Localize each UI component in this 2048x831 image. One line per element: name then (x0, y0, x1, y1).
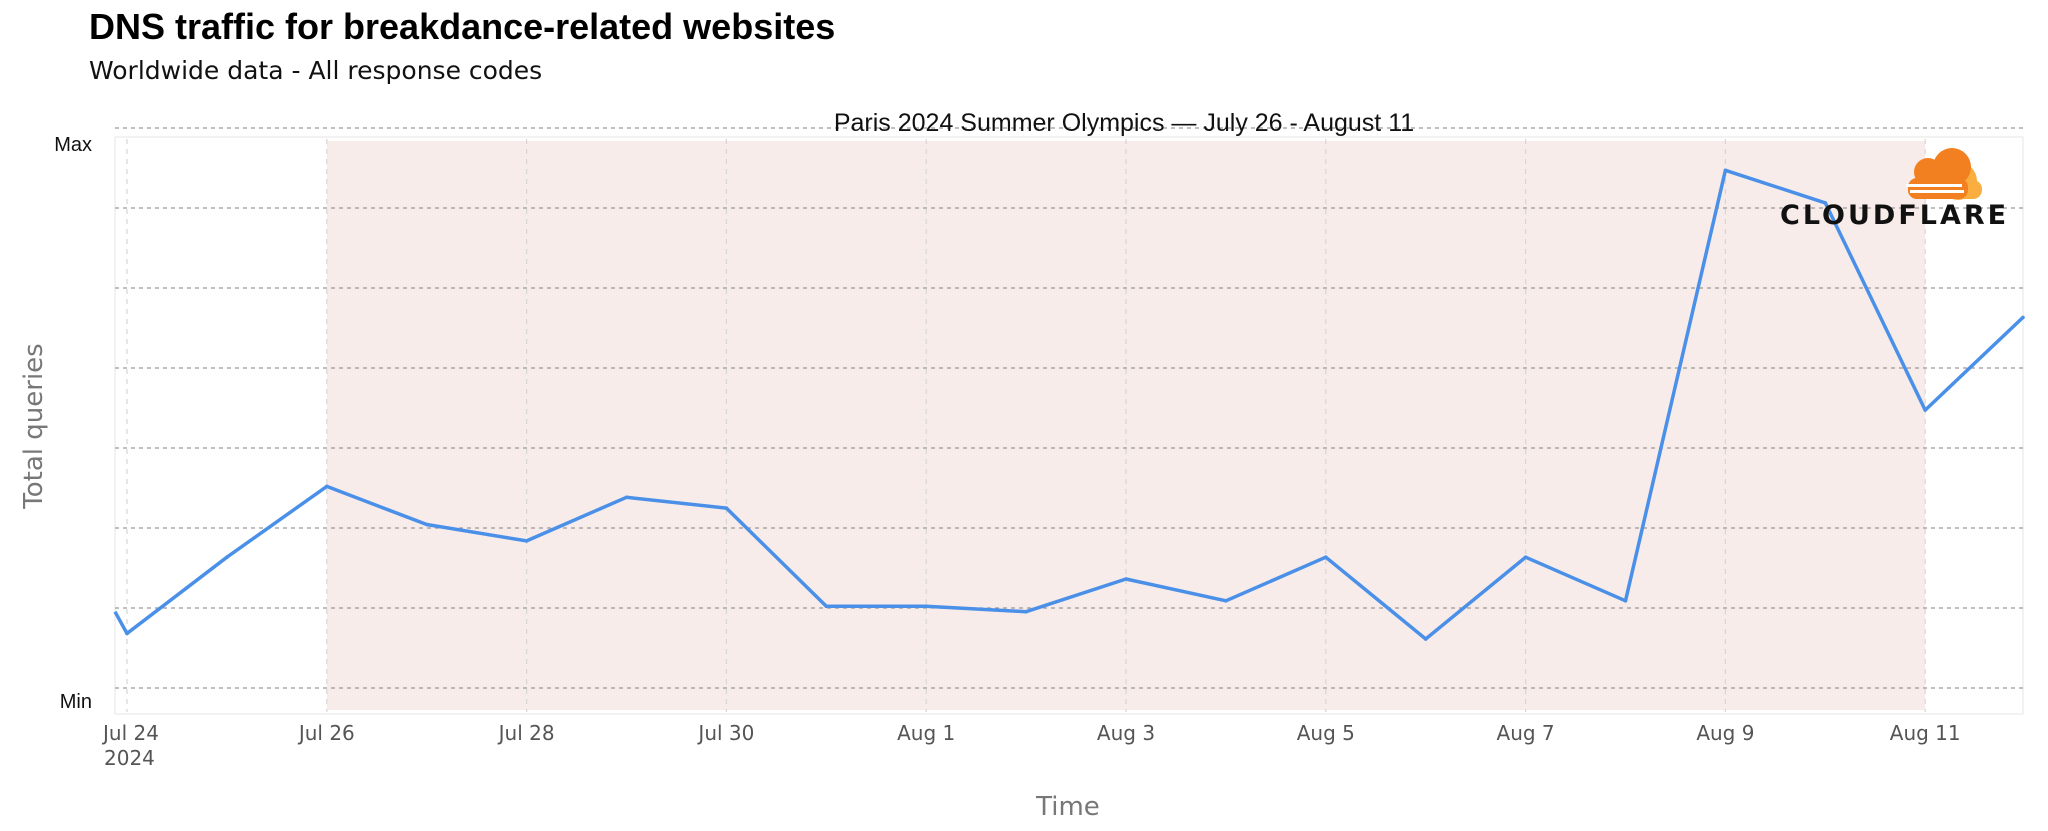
x-tick-label: Jul 24 (101, 721, 159, 745)
cloud-icon (1906, 148, 1982, 200)
data-point (624, 495, 629, 500)
x-tick-label: Jul 28 (497, 721, 555, 745)
x-tick-label: Aug 5 (1297, 721, 1355, 745)
data-point (1224, 599, 1228, 603)
x-tick-labels: Jul 24 Jul 26 Jul 28 Jul 30 Aug 1 Aug 3 Aug 5 A… (101, 721, 1961, 745)
x-tick-label: Aug 9 (1696, 721, 1754, 745)
y-axis-title: Total queries (19, 343, 49, 509)
data-point (1124, 577, 1128, 581)
data-point (1523, 555, 1528, 559)
data-point (424, 522, 429, 527)
y-min-label: Min (60, 691, 92, 713)
data-point (924, 604, 928, 609)
data-point (1324, 555, 1328, 559)
chart-title: DNS traffic for breakdance-related websi… (89, 6, 836, 47)
x-tick-label: Aug 1 (897, 721, 955, 745)
data-point (524, 539, 529, 543)
data-point (125, 631, 129, 636)
data-point (724, 506, 729, 510)
data-point (325, 484, 329, 489)
grid-lines (115, 127, 2023, 712)
olympics-annotation: Paris 2024 Summer Olympics — July 26 - A… (834, 109, 1414, 137)
x-year-label: 2024 (104, 746, 155, 770)
y-max-label: Max (54, 134, 92, 156)
x-tick-label: Jul 30 (696, 721, 754, 745)
data-point (1823, 201, 1828, 205)
series-layer (113, 168, 2025, 641)
data-point (225, 555, 229, 559)
data-point (824, 604, 829, 609)
chart-subtitle: Worldwide data - All response codes (89, 56, 543, 85)
data-point (1623, 599, 1628, 603)
data-point (1923, 408, 1927, 412)
x-axis-title: Time (1035, 792, 1100, 822)
x-tick-label: Aug 3 (1097, 721, 1155, 745)
cloudflare-wordmark: CLOUDFLARE (1780, 200, 2009, 231)
x-tick-label: Jul 26 (297, 721, 355, 745)
data-point (1423, 637, 1428, 641)
x-tick-label: Aug 11 (1890, 721, 1961, 745)
x-tick-label: Aug 7 (1497, 721, 1555, 745)
data-point (1024, 609, 1028, 614)
data-point (2021, 315, 2025, 320)
cloudflare-logo: CLOUDFLARE (1780, 148, 2009, 231)
data-point (1723, 168, 1728, 173)
olympics-highlight-band (326, 141, 1926, 710)
